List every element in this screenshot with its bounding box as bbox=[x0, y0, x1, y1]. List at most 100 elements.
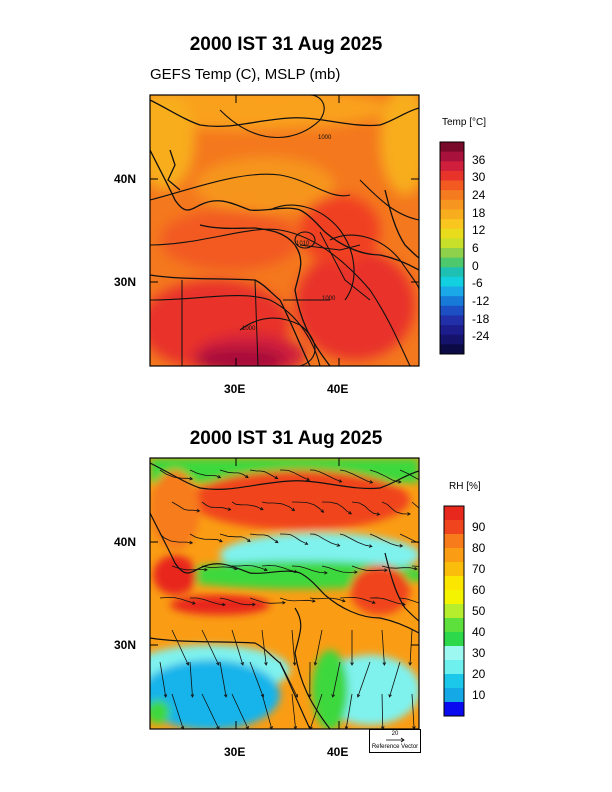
streamline bbox=[314, 629, 323, 666]
streamline bbox=[201, 693, 220, 729]
streamline-arrowhead bbox=[216, 725, 220, 729]
rh-field-north-orange bbox=[190, 470, 410, 530]
streamline-arrowhead bbox=[342, 599, 346, 603]
temp-colorbar-swatch bbox=[440, 248, 464, 259]
rh-colorbar-label: 50 bbox=[472, 604, 486, 618]
streamline bbox=[291, 693, 296, 729]
streamline-arrowhead bbox=[189, 476, 194, 481]
temp-colorbar-label: 0 bbox=[472, 258, 479, 273]
streamline bbox=[411, 565, 419, 567]
streamline bbox=[159, 533, 193, 544]
temp-colorbar-swatch bbox=[440, 286, 464, 297]
rh-colorbar-swatch bbox=[444, 534, 464, 549]
streamline-arrowhead bbox=[440, 511, 443, 514]
streamline-arrowhead bbox=[274, 475, 279, 479]
temp-panel-subtitle: GEFS Temp (C), MSLP (mb) bbox=[150, 66, 341, 83]
temp-field-sudan-hot bbox=[195, 348, 285, 366]
streamline-arrowhead bbox=[294, 693, 298, 698]
streamline-arrowhead bbox=[356, 693, 361, 698]
rh-colorbar-label: 10 bbox=[472, 688, 486, 702]
streamline bbox=[219, 469, 249, 478]
streamline bbox=[345, 693, 353, 729]
streamline bbox=[369, 469, 402, 483]
streamline bbox=[189, 661, 193, 698]
rh-colorbar-swatch bbox=[444, 618, 464, 633]
streamline-arrowhead bbox=[306, 477, 311, 481]
streamline bbox=[232, 565, 268, 571]
streamline bbox=[249, 469, 278, 479]
temp-map-frame bbox=[149, 94, 420, 367]
temp-colorbar-label: 18 bbox=[472, 205, 486, 220]
streamline-arrowhead bbox=[312, 599, 316, 603]
streamline-arrowhead bbox=[293, 726, 298, 729]
streamline-arrowhead bbox=[344, 726, 349, 729]
temp-field-anatolia bbox=[195, 157, 335, 213]
rh-map-ticks bbox=[150, 458, 419, 729]
temp-colorbar-swatch bbox=[440, 151, 464, 162]
streamline-arrowhead bbox=[246, 538, 251, 543]
rh-colorbar-swatch bbox=[444, 632, 464, 647]
temp-lon-label-30e: 30E bbox=[224, 382, 246, 396]
temp-colorbar-swatch bbox=[440, 344, 464, 355]
streamline bbox=[381, 501, 411, 515]
temp-colorbar-swatch bbox=[440, 315, 464, 326]
reference-vector-box: 20 Reference Vector bbox=[369, 729, 421, 753]
streamline bbox=[339, 533, 372, 547]
streamline bbox=[219, 533, 251, 542]
streamline-arrowhead bbox=[320, 509, 325, 513]
streamline-arrowhead bbox=[196, 508, 201, 513]
streamline bbox=[357, 661, 371, 698]
temp-colorbar-swatch bbox=[440, 325, 464, 336]
rh-colorbar-frame bbox=[443, 505, 465, 717]
rh-colorbar-swatch bbox=[444, 646, 464, 661]
temp-colorbar-label: 36 bbox=[472, 152, 486, 167]
temp-colorbar-swatch bbox=[440, 296, 464, 307]
temp-colorbar-title: Temp [°C] bbox=[442, 117, 487, 128]
streamline-arrowhead bbox=[384, 568, 388, 572]
rh-colorbar-label: 20 bbox=[472, 667, 486, 681]
streamline bbox=[381, 565, 418, 570]
temp-colorbar-swatch bbox=[440, 161, 464, 172]
temp-colorbar-swatch bbox=[440, 199, 464, 210]
streamline bbox=[291, 565, 328, 574]
streamline bbox=[291, 629, 296, 666]
streamline bbox=[309, 533, 340, 547]
streamline-arrowhead bbox=[368, 544, 373, 548]
streamline-arrowhead bbox=[223, 694, 228, 698]
streamline bbox=[261, 501, 295, 511]
streamline bbox=[369, 533, 403, 547]
rh-streamlines bbox=[159, 469, 443, 729]
streamline-arrowhead bbox=[309, 725, 313, 729]
temp-field-mediterranean bbox=[160, 210, 300, 270]
rh-colorbar bbox=[443, 505, 465, 717]
streamline bbox=[399, 469, 419, 481]
rh-colorbar-label: 60 bbox=[472, 583, 486, 597]
streamline bbox=[201, 565, 238, 570]
streamline bbox=[261, 565, 298, 573]
temp-colorbar-label: -24 bbox=[472, 329, 490, 344]
streamline-arrowhead bbox=[350, 662, 354, 666]
streamline bbox=[409, 629, 413, 666]
streamline-arrowhead bbox=[412, 726, 416, 729]
streamline-arrowhead bbox=[428, 543, 431, 546]
streamline bbox=[381, 693, 384, 729]
temp-colorbar-swatch bbox=[440, 228, 464, 239]
streamline-arrowhead bbox=[274, 539, 279, 544]
streamline bbox=[399, 597, 419, 604]
temp-colorbar-label: 24 bbox=[472, 188, 486, 202]
rh-lon-label-30e: 30E bbox=[224, 745, 246, 759]
temp-colorbar-swatch bbox=[440, 170, 464, 181]
streamline-arrowhead bbox=[432, 603, 435, 606]
temp-colorbar-swatch bbox=[440, 334, 464, 345]
streamline bbox=[171, 565, 208, 571]
streamline bbox=[279, 469, 310, 481]
streamline-arrowhead bbox=[252, 602, 256, 607]
streamline bbox=[171, 629, 189, 666]
streamline bbox=[219, 661, 227, 698]
temp-colorbar-label: -6 bbox=[472, 276, 483, 291]
streamline-arrowhead bbox=[245, 474, 249, 479]
reference-vector-label: Reference Vector bbox=[371, 744, 419, 750]
streamline bbox=[309, 693, 323, 729]
